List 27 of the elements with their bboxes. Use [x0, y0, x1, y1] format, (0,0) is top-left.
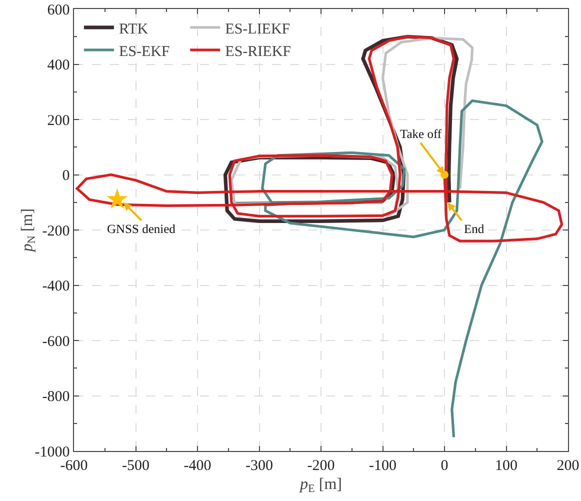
legend-label: ES-RIEKF [225, 44, 291, 60]
annotation: GNSS denied [107, 222, 176, 236]
legend-label: RTK [118, 21, 148, 38]
x-tick-label: -200 [307, 458, 335, 474]
y-tick-label: 600 [47, 2, 70, 18]
y-tick-label: 0 [62, 168, 70, 184]
y-tick-label: 400 [47, 58, 70, 74]
legend-label: ES-EKF [118, 44, 170, 60]
y-tick-label: -400 [42, 278, 70, 294]
x-tick-label: 0 [440, 458, 448, 474]
x-tick-label: 100 [495, 458, 518, 474]
legend-label: ES-LIEKF [225, 21, 290, 38]
y-tick-label: 200 [47, 112, 70, 129]
line-series [76, 35, 564, 242]
x-tick-label: -600 [60, 458, 88, 474]
y-tick-label: -600 [42, 334, 70, 350]
x-tick-label: 200 [556, 458, 580, 474]
y-tick-label: -800 [42, 389, 70, 405]
x-tick-label: -500 [122, 458, 150, 474]
annotation: End [464, 222, 485, 236]
y-tick-label: -1000 [34, 444, 70, 460]
x-axis-title: p$_{E}$ [m] [299, 476, 342, 496]
x-tick-label: -100 [369, 458, 396, 474]
annotation: Take off [400, 127, 442, 141]
x-tick-label: -400 [184, 458, 212, 474]
y-tick-label: -200 [42, 223, 70, 240]
x-tick-label: -300 [246, 458, 273, 474]
